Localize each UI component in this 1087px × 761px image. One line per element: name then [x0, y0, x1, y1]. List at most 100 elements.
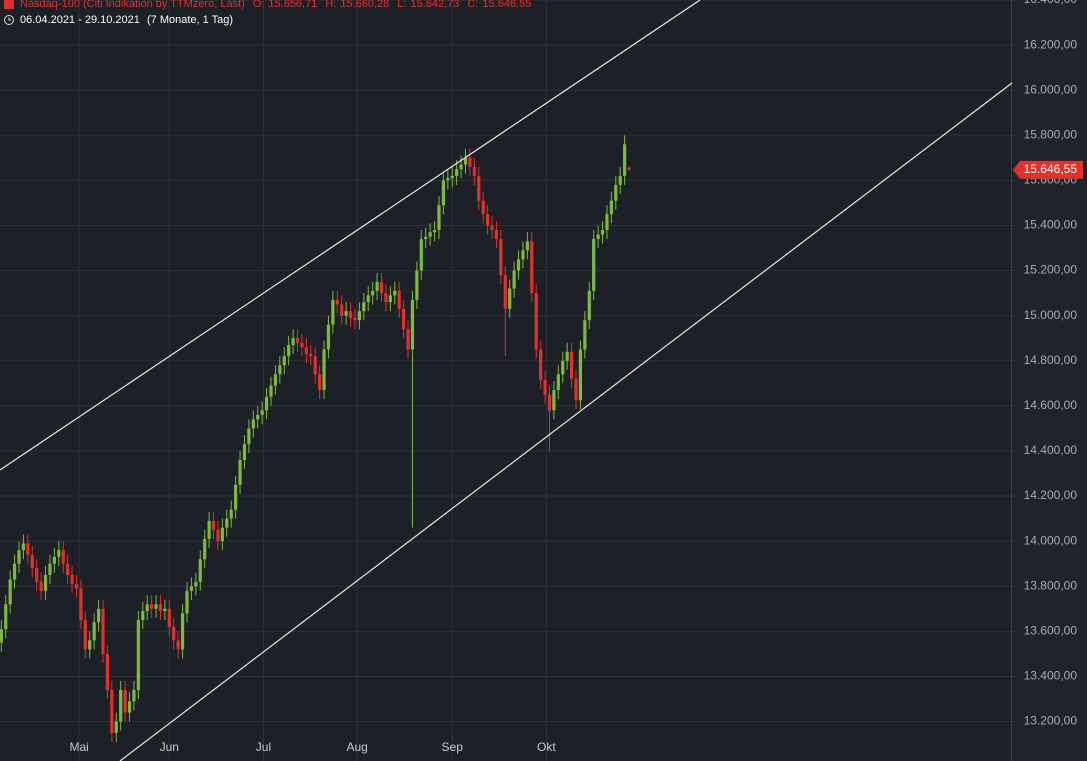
candle-body: [291, 338, 295, 345]
candle-body: [0, 629, 3, 643]
candle-body: [185, 590, 189, 614]
candle-body: [468, 157, 472, 167]
candle-body: [446, 178, 450, 181]
candle-body: [614, 184, 618, 201]
candle-body: [335, 299, 339, 305]
candle-body: [225, 518, 229, 528]
candle-body: [441, 180, 445, 206]
candle-body: [57, 550, 61, 557]
clock-icon: [4, 15, 14, 25]
candle-body: [322, 349, 326, 391]
candle-body: [521, 250, 525, 260]
candle-body: [344, 311, 348, 316]
candle-body: [132, 689, 136, 702]
candle-body: [79, 588, 83, 621]
candle-body: [242, 444, 247, 460]
candle-body: [141, 611, 145, 621]
candle-body: [556, 374, 560, 391]
candle-body: [583, 320, 587, 350]
axis-labels: 13.200,00 13.400,00 13.600,00 13.800,00 14.0…: [69, 0, 1083, 754]
grid: [0, 0, 1011, 761]
y-tick-label: 16.400,00: [1024, 0, 1078, 6]
price-axis-background: [1011, 0, 1087, 761]
candle-body: [490, 225, 494, 230]
candle-body: [472, 166, 476, 176]
y-tick-label: 13.600,00: [1024, 624, 1078, 638]
x-tick-label: Jul: [256, 740, 271, 754]
candle-body: [163, 608, 167, 612]
candle-body: [455, 169, 459, 176]
candle-body: [428, 232, 432, 237]
plot-background: [0, 0, 1011, 761]
candle-body: [119, 689, 123, 722]
candle-body: [623, 144, 627, 176]
candle-body: [318, 374, 322, 391]
price-tag-label: 15.646,55: [1024, 162, 1078, 176]
candle-body: [331, 299, 335, 325]
instrument-icon: [4, 0, 14, 9]
candle-body: [198, 559, 202, 582]
candle-body: [415, 270, 419, 300]
candle-body: [92, 622, 96, 641]
candle-body: [574, 378, 578, 401]
legend-value: 15.642,73: [410, 0, 459, 10]
legend-prefix: H:: [325, 0, 336, 10]
candle-body: [229, 509, 233, 519]
candle-body: [459, 164, 463, 170]
candle-body: [379, 281, 384, 294]
candle-body: [530, 241, 534, 294]
candle-body: [287, 344, 291, 357]
candle-body: [569, 351, 574, 379]
candle-body: [618, 175, 622, 185]
candle-body: [105, 653, 110, 690]
candle-body: [70, 574, 74, 584]
candle-body: [525, 241, 529, 251]
y-tick-label: 13.400,00: [1024, 669, 1078, 683]
price-tag: [1013, 160, 1083, 179]
candle-body: [150, 604, 154, 609]
candle-body: [353, 317, 357, 321]
candle-body: [220, 527, 224, 542]
candle-body: [247, 428, 251, 445]
y-tick-label: 16.000,00: [1024, 82, 1078, 96]
candles: [0, 135, 631, 742]
y-tick-label: 13.200,00: [1024, 714, 1078, 728]
candle-body: [189, 586, 194, 591]
candle-body: [578, 349, 583, 401]
y-tick-label: 15.000,00: [1024, 308, 1078, 322]
legend-prefix: L:: [397, 0, 406, 10]
candle-body: [110, 689, 114, 733]
candle-body: [48, 563, 52, 575]
candle-body: [406, 329, 410, 350]
candle-body: [273, 374, 278, 386]
candle-body: [83, 620, 87, 650]
candle-body: [605, 214, 609, 230]
candle-body: [366, 295, 370, 303]
clock-hands: [8, 17, 11, 21]
candle-body: [216, 529, 220, 542]
candle-body: [388, 295, 392, 303]
candle-body: [309, 354, 313, 357]
candle-body: [326, 324, 331, 350]
date-range: 06.04.2021 - 29.10.2021: [20, 14, 140, 26]
candle-body: [61, 550, 65, 564]
x-tick-label: Sep: [442, 740, 464, 754]
candle-body: [534, 293, 538, 350]
candle-body: [477, 175, 481, 201]
y-tick-label: 13.800,00: [1024, 578, 1078, 592]
candle-body: [561, 360, 565, 375]
candle-body: [35, 568, 39, 582]
y-tick-label: 14.800,00: [1024, 353, 1078, 367]
candle-body: [627, 167, 631, 170]
y-tick-label: 15.200,00: [1024, 263, 1078, 277]
candle-body: [432, 229, 437, 233]
candle-body: [96, 608, 101, 623]
legend-value: 15.656,71: [268, 0, 317, 10]
candle-body: [397, 290, 401, 309]
candle-body: [375, 281, 379, 291]
candle-body: [269, 385, 273, 397]
candle-body: [167, 608, 171, 627]
candle-body: [512, 270, 516, 289]
